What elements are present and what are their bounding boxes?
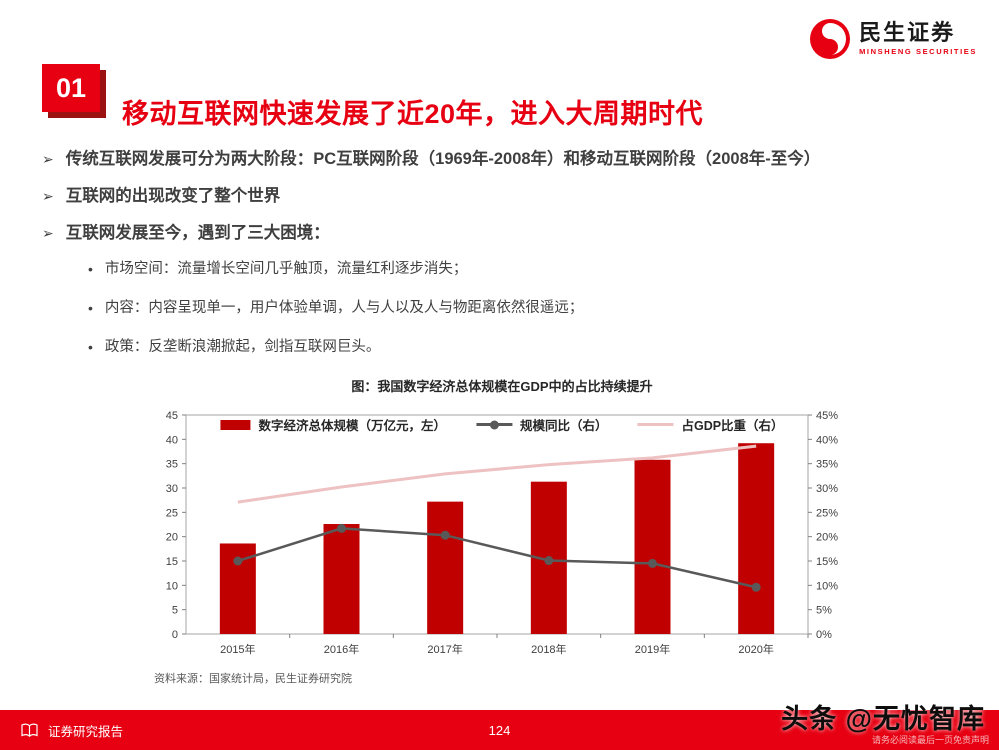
bullet-text: 互联网的出现改变了整个世界 bbox=[65, 187, 281, 205]
chart-source: 资料来源：国家统计局，民生证券研究院 bbox=[154, 673, 352, 685]
svg-text:5: 5 bbox=[172, 605, 178, 617]
svg-text:0%: 0% bbox=[816, 629, 832, 641]
bullet-item: ➢ 传统互联网发展可分为两大阶段：PC互联网阶段（1969年-2008年）和移动… bbox=[42, 148, 978, 171]
bullet-text: 传统互联网发展可分为两大阶段：PC互联网阶段（1969年-2008年）和移动互联… bbox=[65, 150, 821, 168]
footer-bar: 证券研究报告 124 请务必阅读最后一页免责声明 bbox=[0, 710, 999, 750]
svg-text:2015年: 2015年 bbox=[220, 642, 255, 656]
svg-text:10%: 10% bbox=[816, 580, 838, 592]
svg-text:35: 35 bbox=[166, 459, 178, 471]
legend-swatch-bar bbox=[220, 419, 251, 430]
bullet-item: ➢ 互联网发展至今，遇到了三大困境： bbox=[42, 222, 978, 245]
sub-bullet-text: 市场空间：流量增长空间几乎触顶，流量红利逐步消失； bbox=[104, 261, 468, 277]
footer-disclaimer: 请务必阅读最后一页免责声明 bbox=[871, 735, 989, 745]
dot-bullet-icon: • bbox=[88, 300, 93, 316]
svg-text:30%: 30% bbox=[816, 483, 838, 495]
svg-text:45: 45 bbox=[166, 410, 178, 422]
arrow-bullet-icon: ➢ bbox=[42, 225, 54, 241]
arrow-bullet-icon: ➢ bbox=[42, 151, 54, 167]
chart-area: 数字经济总体规模（万亿元，左） 规模同比（右） 占GDP比重（右） 0 5 10 15… bbox=[146, 401, 858, 666]
sub-bullet-text: 政策：反垄断浪潮掀起，剑指互联网巨头。 bbox=[104, 339, 381, 355]
svg-text:10: 10 bbox=[166, 580, 178, 592]
svg-text:5%: 5% bbox=[816, 605, 832, 617]
bullet-item: ➢ 互联网的出现改变了整个世界 bbox=[42, 185, 978, 208]
bullet-list: ➢ 传统互联网发展可分为两大阶段：PC互联网阶段（1969年-2008年）和移动… bbox=[42, 148, 978, 376]
svg-text:2020年: 2020年 bbox=[738, 642, 773, 656]
legend-item-bar: 数字经济总体规模（万亿元，左） bbox=[220, 415, 446, 434]
company-logo: 民生证券 MINSHENG SECURITIES bbox=[809, 18, 977, 60]
svg-text:45%: 45% bbox=[816, 410, 838, 422]
legend-label: 规模同比（右） bbox=[519, 419, 608, 433]
open-book-icon bbox=[21, 723, 38, 737]
sub-bullet-item: • 市场空间：流量增长空间几乎触顶，流量红利逐步消失； bbox=[88, 259, 978, 280]
svg-text:20: 20 bbox=[166, 532, 178, 544]
dot-bullet-icon: • bbox=[88, 339, 93, 355]
legend-item-yoy: 规模同比（右） bbox=[475, 415, 608, 434]
svg-text:2018年: 2018年 bbox=[531, 642, 566, 656]
dot-bullet-icon: • bbox=[88, 261, 93, 277]
svg-text:2016年: 2016年 bbox=[324, 642, 359, 656]
sub-bullet-item: • 内容：内容呈现单一，用户体验单调，人与人以及人与物距离依然很遥远； bbox=[88, 298, 978, 319]
chart-title: 图：我国数字经济总体规模在GDP中的占比持续提升 bbox=[351, 379, 653, 394]
svg-text:25%: 25% bbox=[816, 507, 838, 519]
svg-text:15%: 15% bbox=[816, 556, 838, 568]
legend-label: 数字经济总体规模（万亿元，左） bbox=[258, 419, 446, 433]
watermark: 头条 @无忧智库 bbox=[781, 704, 985, 734]
svg-text:2019年: 2019年 bbox=[635, 642, 670, 656]
sub-bullet-text: 内容：内容呈现单一，用户体验单调，人与人以及人与物距离依然很遥远； bbox=[104, 300, 584, 316]
page-title: 移动互联网快速发展了近20年，进入大周期时代 bbox=[122, 99, 704, 130]
sub-bullet-item: • 政策：反垄断浪潮掀起，剑指互联网巨头。 bbox=[88, 337, 978, 358]
svg-text:40%: 40% bbox=[816, 434, 838, 446]
logo-subtitle: MINSHENG SECURITIES bbox=[859, 47, 977, 57]
footer-report-label: 证券研究报告 bbox=[48, 724, 124, 739]
page-number: 124 bbox=[488, 722, 511, 738]
logo-text: 民生证券 MINSHENG SECURITIES bbox=[859, 22, 977, 56]
sub-bullet-list: • 市场空间：流量增长空间几乎触顶，流量红利逐步消失； • 内容：内容呈现单一，… bbox=[88, 259, 978, 358]
svg-text:40: 40 bbox=[166, 434, 178, 446]
svg-text:2017年: 2017年 bbox=[427, 642, 462, 656]
combo-chart: 0 5 10 15 20 25 30 35 40 45 0% 5% 10% 15% 20% 25% 30% 35%… bbox=[166, 410, 838, 656]
svg-text:30: 30 bbox=[166, 483, 178, 495]
section-number-badge: 01 bbox=[42, 64, 100, 112]
legend-swatch-line bbox=[637, 423, 674, 426]
chart-legend: 数字经济总体规模（万亿元，左） 规模同比（右） 占GDP比重（右） bbox=[220, 415, 784, 434]
bullet-text: 互联网发展至今，遇到了三大困境： bbox=[65, 224, 330, 242]
svg-text:15: 15 bbox=[166, 556, 178, 568]
legend-label: 占GDP比重（右） bbox=[681, 419, 784, 433]
arrow-bullet-icon: ➢ bbox=[42, 188, 54, 204]
svg-text:25: 25 bbox=[166, 507, 178, 519]
chart-section: 图：我国数字经济总体规模在GDP中的占比持续提升 数字经济总体规模（万亿元，左）… bbox=[146, 376, 858, 686]
legend-swatch-line-dot bbox=[475, 420, 512, 429]
legend-item-gdp: 占GDP比重（右） bbox=[637, 415, 784, 434]
svg-text:0: 0 bbox=[172, 629, 178, 641]
svg-text:35%: 35% bbox=[816, 459, 838, 471]
svg-text:20%: 20% bbox=[816, 532, 838, 544]
logo-name: 民生证券 bbox=[859, 20, 956, 46]
minsheng-logo-icon bbox=[810, 19, 851, 59]
footer-left: 证券研究报告 bbox=[20, 710, 123, 750]
